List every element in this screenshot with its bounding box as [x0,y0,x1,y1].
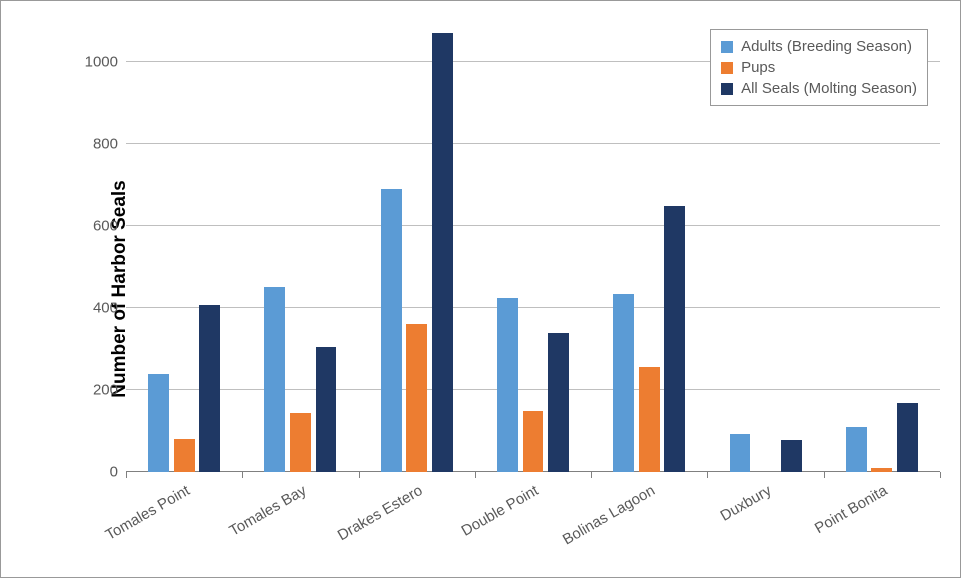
bar [664,206,685,473]
bar [316,347,337,472]
bar [432,33,453,472]
bar [548,333,569,472]
bar [290,413,311,472]
legend: Adults (Breeding Season) Pups All Seals (M… [710,29,928,106]
category-group [242,21,358,472]
x-tick-label: Tomales Point [103,482,193,544]
legend-label: Pups [741,59,775,76]
x-tick-label: Tomales Bay [226,482,309,540]
legend-swatch [721,41,733,53]
bar [381,189,402,472]
y-tick-label: 800 [93,136,118,153]
bar [264,287,285,472]
chart-container: Number of Harbor Seals 02004006008001000… [0,0,961,578]
bar [523,411,544,472]
y-tick-label: 400 [93,300,118,317]
category-group [591,21,707,472]
x-tick-label: Double Point [459,482,542,540]
bar [406,324,427,472]
bar [846,427,867,472]
x-tick-mark [475,472,476,478]
x-tick-mark [940,472,941,478]
bar [871,468,892,472]
legend-item: Pups [721,57,917,78]
x-tick-mark [591,472,592,478]
bar [639,367,660,472]
x-tick-mark [359,472,360,478]
x-tick-mark [242,472,243,478]
legend-swatch [721,83,733,95]
bar [148,374,169,472]
category-group [475,21,591,472]
bar [199,305,220,472]
x-tick-mark [126,472,127,478]
bar [897,403,918,472]
x-tick-label: Drakes Estero [334,482,425,544]
legend-label: All Seals (Molting Season) [741,80,917,97]
x-tick-mark [707,472,708,478]
bar [497,298,518,472]
x-tick-mark [824,472,825,478]
legend-swatch [721,62,733,74]
bar [730,434,751,472]
bar [613,294,634,472]
x-tick-label: Point Bonita [812,482,891,537]
bar [781,440,802,472]
x-tick-label: Bolinas Lagoon [560,482,658,548]
y-tick-label: 200 [93,382,118,399]
x-tick-label: Duxbury [717,482,774,525]
y-tick-label: 1000 [85,54,118,71]
y-tick-label: 600 [93,218,118,235]
category-group [359,21,475,472]
legend-label: Adults (Breeding Season) [741,38,912,55]
category-group [126,21,242,472]
bar [174,439,195,472]
legend-item: All Seals (Molting Season) [721,78,917,99]
y-tick-label: 0 [110,464,118,481]
legend-item: Adults (Breeding Season) [721,36,917,57]
